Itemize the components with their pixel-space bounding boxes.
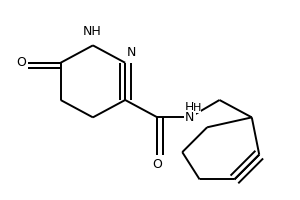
Text: N: N xyxy=(127,46,136,59)
Text: NH: NH xyxy=(82,25,101,38)
Text: N: N xyxy=(185,111,194,124)
Text: O: O xyxy=(16,56,26,69)
Text: H: H xyxy=(185,101,194,114)
Text: O: O xyxy=(152,158,162,171)
Text: H: H xyxy=(193,103,201,113)
